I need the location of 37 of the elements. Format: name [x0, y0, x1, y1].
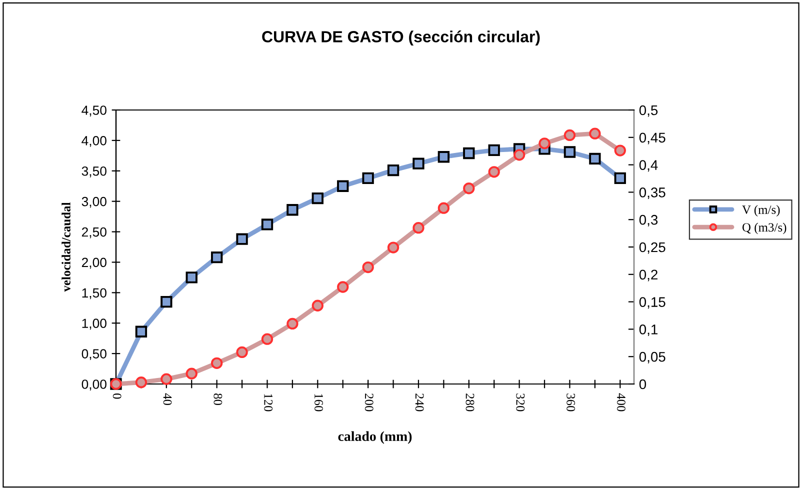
y-tick-label: 0,50	[82, 349, 106, 360]
y-tick-label: 1,00	[82, 318, 106, 330]
y2-tick-label: 0,5	[639, 105, 658, 117]
y-tick-label: 3,50	[82, 166, 106, 178]
y2-tick-label: 0,1	[639, 324, 658, 336]
x-tick-label: 0	[112, 394, 122, 399]
y-tick-label: 0,00	[82, 380, 106, 390]
y2-tick-label: 0,2	[639, 270, 658, 282]
y2-tick-label: 0,4	[639, 160, 658, 172]
y2-tick-label: 0	[639, 379, 646, 390]
x-axis-title: calado (mm)	[338, 431, 412, 444]
y-tick-label: 2,00	[82, 258, 106, 269]
x-tick-label: 40	[163, 393, 172, 406]
x-tick-label: 200	[364, 394, 374, 412]
x-tick-label: 320	[516, 394, 525, 412]
x-tick-label: 360	[566, 394, 576, 412]
y2-tick-label: 0,05	[639, 352, 666, 364]
x-tick-label: 160	[314, 394, 323, 412]
y2-tick-label: 0,3	[639, 214, 658, 226]
x-tick-label: 80	[214, 394, 222, 406]
x-tick-label: 400	[617, 393, 626, 412]
legend-label: Q (m3/s)	[742, 222, 786, 234]
y-tick-label: 3,00	[82, 196, 106, 208]
legend-label: V (m/s)	[742, 205, 780, 216]
y-tick-label: 2,50	[82, 227, 106, 238]
y2-tick-label: 0,45	[639, 132, 666, 144]
y-tick-label: 1,50	[82, 288, 106, 300]
chart-title: CURVA DE GASTO (sección circular)	[262, 30, 540, 46]
x-tick-label: 240	[415, 394, 424, 412]
y2-tick-label: 0,25	[639, 242, 666, 254]
y2-tick-label: 0,35	[639, 188, 666, 200]
y-tick-label: 4,00	[82, 136, 106, 147]
x-tick-label: 120	[264, 394, 273, 412]
x-tick-label: 280	[466, 394, 474, 412]
y2-tick-label: 0,15	[639, 297, 666, 309]
y-axis-title: velocidad/caudal	[62, 202, 70, 292]
y-tick-label: 4,50	[82, 106, 106, 116]
